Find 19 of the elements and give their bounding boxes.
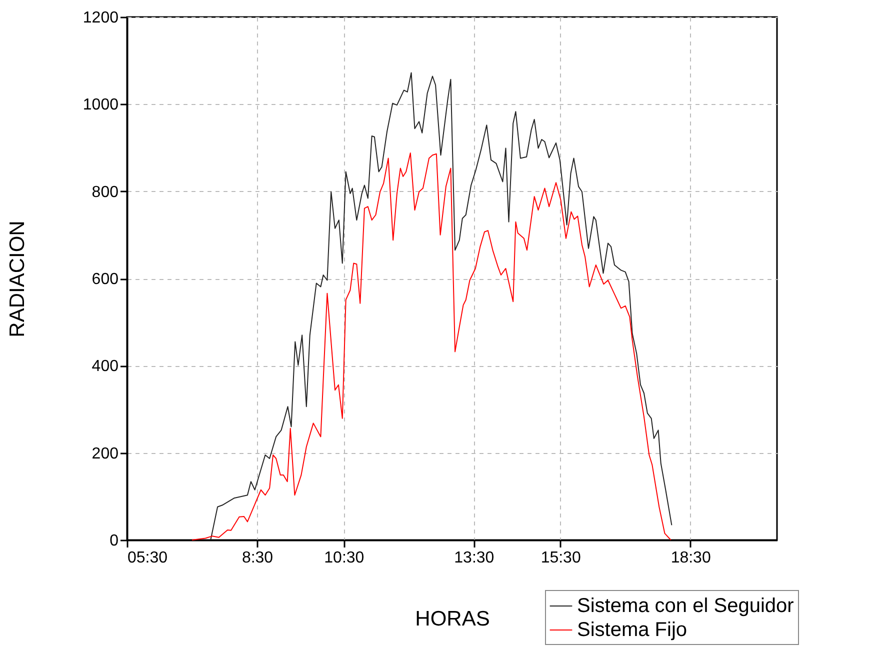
y-tick-label: 1000 (82, 96, 119, 114)
line-series (210, 72, 672, 540)
legend-label: Sistema con el Seguidor (577, 595, 794, 617)
legend-label: Sistema Fijo (577, 619, 688, 641)
x-tick-label: 15:30 (540, 550, 581, 566)
y-tick-label: 600 (92, 271, 119, 288)
x-tick-label: 05:30 (128, 550, 168, 566)
x-tick-label: 8:30 (242, 550, 274, 566)
y-tick-label: 1200 (82, 10, 119, 26)
y-tick-label: 800 (92, 184, 119, 201)
y-axis-title: RADIACION (6, 220, 29, 338)
line-series (192, 152, 672, 540)
y-tick-label: 200 (92, 445, 119, 462)
x-tick-label: 13:30 (454, 550, 494, 566)
y-tick-label: 0 (110, 532, 119, 550)
x-axis-title: HORAS (415, 608, 490, 630)
x-tick-label: 18:30 (670, 550, 711, 566)
y-tick-label: 400 (92, 358, 119, 376)
x-tick-label: 10:30 (324, 550, 364, 566)
